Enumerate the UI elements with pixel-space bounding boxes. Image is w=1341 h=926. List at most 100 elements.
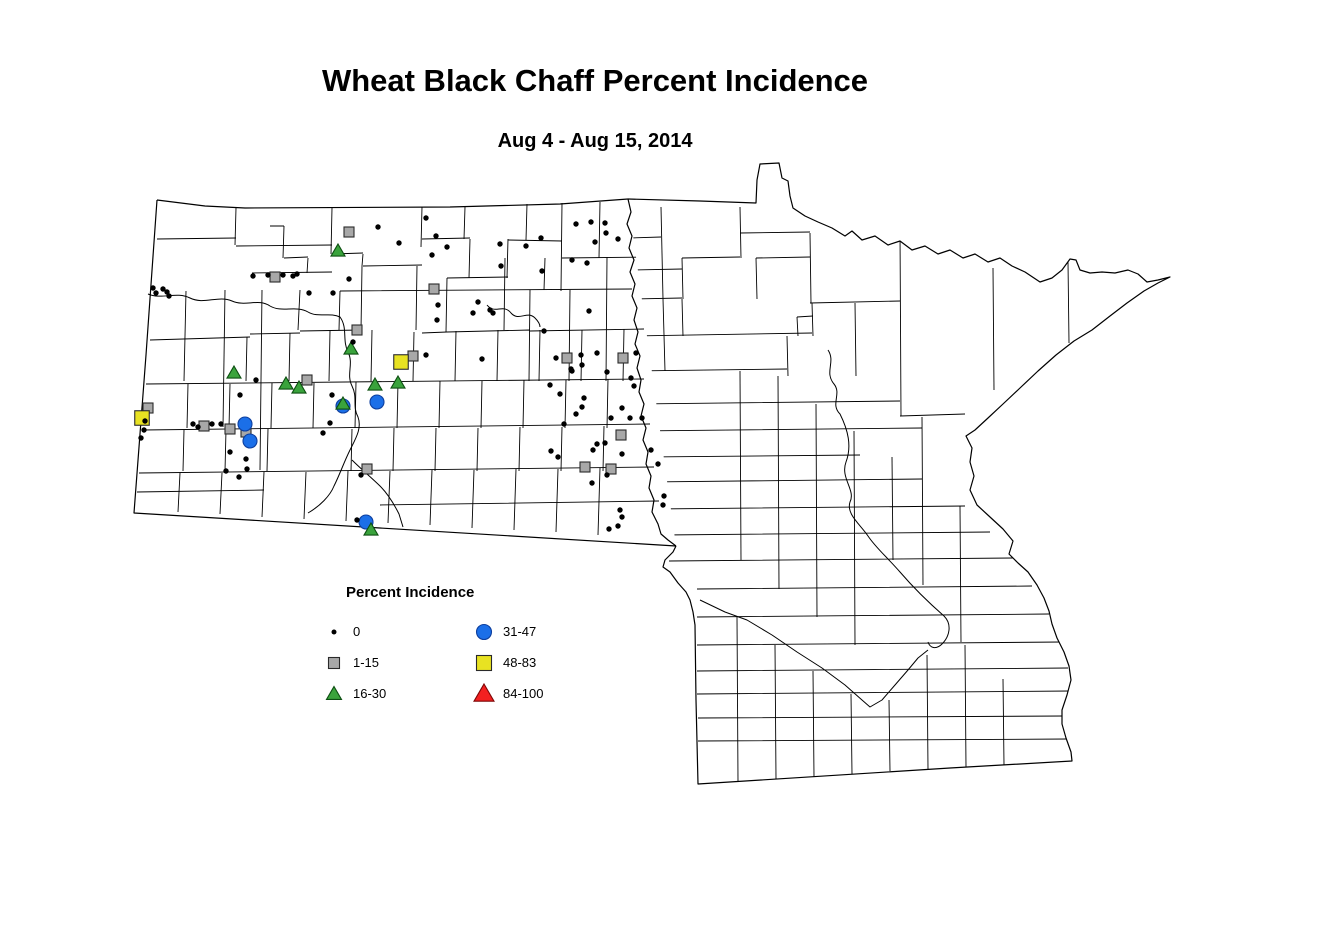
marker-gray-square [224, 423, 236, 435]
marker-small-black-dot [166, 293, 172, 299]
marker-gray-square [615, 429, 627, 441]
marker-small-black-dot [354, 517, 360, 523]
marker-small-black-dot [396, 240, 402, 246]
triangle-legend-icon [473, 682, 495, 702]
marker-green-triangle [291, 379, 307, 394]
marker-yellow-square [134, 410, 150, 426]
state-minnesota-outline [627, 162, 1171, 785]
marker-small-black-dot [660, 502, 666, 508]
marker-small-black-dot [553, 355, 559, 361]
marker-small-black-dot [579, 362, 585, 368]
marker-green-triangle [330, 242, 346, 257]
devils-lake-shore [486, 304, 541, 328]
marker-small-black-dot [584, 260, 590, 266]
marker-small-black-dot [617, 507, 623, 513]
marker-gray-square [561, 352, 573, 364]
marker-small-black-dot [329, 392, 335, 398]
marker-small-black-dot [236, 474, 242, 480]
marker-small-black-dot [615, 236, 621, 242]
legend-marker-1-15 [327, 656, 341, 669]
legend-marker-16-30 [325, 684, 343, 700]
marker-small-black-dot [604, 369, 610, 375]
marker-small-black-dot [594, 441, 600, 447]
marker-small-black-dot [547, 382, 553, 388]
marker-small-black-dot [569, 368, 575, 374]
marker-gray-square [351, 324, 363, 336]
marker-small-black-dot [434, 317, 440, 323]
marker-small-black-dot [569, 257, 575, 263]
marker-small-black-dot [627, 415, 633, 421]
marker-layer [134, 215, 667, 536]
marker-small-black-dot [142, 418, 148, 424]
marker-gray-square [428, 283, 440, 295]
marker-small-black-dot [648, 447, 654, 453]
marker-small-black-dot [548, 448, 554, 454]
marker-gray-square [269, 271, 281, 283]
marker-small-black-dot [209, 421, 215, 427]
marker-green-triangle [363, 521, 379, 536]
marker-small-black-dot [346, 276, 352, 282]
marker-small-black-dot [470, 310, 476, 316]
marker-small-black-dot [557, 391, 563, 397]
marker-green-triangle [226, 364, 242, 379]
legend-item-31-47: 31-47 [471, 616, 621, 647]
legend-items: 0 1-15 16-30 31-47 48-83 84-100 [321, 616, 631, 709]
marker-small-black-dot [573, 221, 579, 227]
legend-marker-84-100 [473, 682, 495, 702]
marker-small-black-dot [150, 285, 156, 291]
marker-small-black-dot [602, 220, 608, 226]
legend-item-48-83: 48-83 [471, 647, 621, 678]
marker-small-black-dot [604, 472, 610, 478]
marker-small-black-dot [479, 356, 485, 362]
marker-small-black-dot [330, 290, 336, 296]
marker-small-black-dot [619, 514, 625, 520]
marker-gray-square [617, 352, 629, 364]
marker-small-black-dot [195, 424, 201, 430]
dot-legend-icon [331, 629, 337, 634]
mississippi-river [827, 349, 950, 649]
marker-small-black-dot [350, 339, 356, 345]
legend-marker-48-83 [475, 654, 493, 671]
legend-marker-31-47 [475, 623, 493, 640]
marker-small-black-dot [588, 219, 594, 225]
marker-small-black-dot [606, 526, 612, 532]
marker-small-black-dot [306, 290, 312, 296]
legend: Percent Incidence 0 1-15 16-30 31-47 48-83 84… [321, 584, 631, 709]
marker-small-black-dot [253, 377, 259, 383]
legend-item-label: 1-15 [353, 655, 380, 670]
marker-small-black-dot [223, 468, 229, 474]
marker-small-black-dot [538, 235, 544, 241]
marker-small-black-dot [561, 421, 567, 427]
marker-small-black-dot [586, 308, 592, 314]
plot-subtitle: Aug 4 - Aug 15, 2014 [497, 130, 693, 152]
marker-small-black-dot [190, 421, 196, 427]
marker-small-black-dot [160, 286, 166, 292]
marker-small-black-dot [375, 224, 381, 230]
marker-small-black-dot [444, 244, 450, 250]
rivers-north-dakota [147, 293, 541, 528]
marker-small-black-dot [592, 239, 598, 245]
marker-small-black-dot [628, 375, 634, 381]
marker-green-triangle [367, 376, 383, 391]
marker-small-black-dot [250, 273, 256, 279]
marker-small-black-dot [227, 449, 233, 455]
marker-small-black-dot [327, 420, 333, 426]
marker-small-black-dot [619, 405, 625, 411]
marker-small-black-dot [164, 289, 170, 295]
marker-gray-square [605, 463, 617, 475]
marker-small-black-dot [433, 233, 439, 239]
marker-small-black-dot [589, 480, 595, 486]
legend-title: Percent Incidence [346, 584, 475, 601]
marker-small-black-dot [523, 243, 529, 249]
marker-small-black-dot [218, 421, 224, 427]
marker-small-black-dot [290, 273, 296, 279]
marker-gray-square [361, 463, 373, 475]
red-river-border [626, 198, 677, 547]
marker-small-black-dot [358, 472, 364, 478]
marker-small-black-dot [429, 252, 435, 258]
marker-small-black-dot [423, 352, 429, 358]
legend-item-label: 31-47 [503, 624, 537, 639]
marker-gray-square [301, 374, 313, 386]
